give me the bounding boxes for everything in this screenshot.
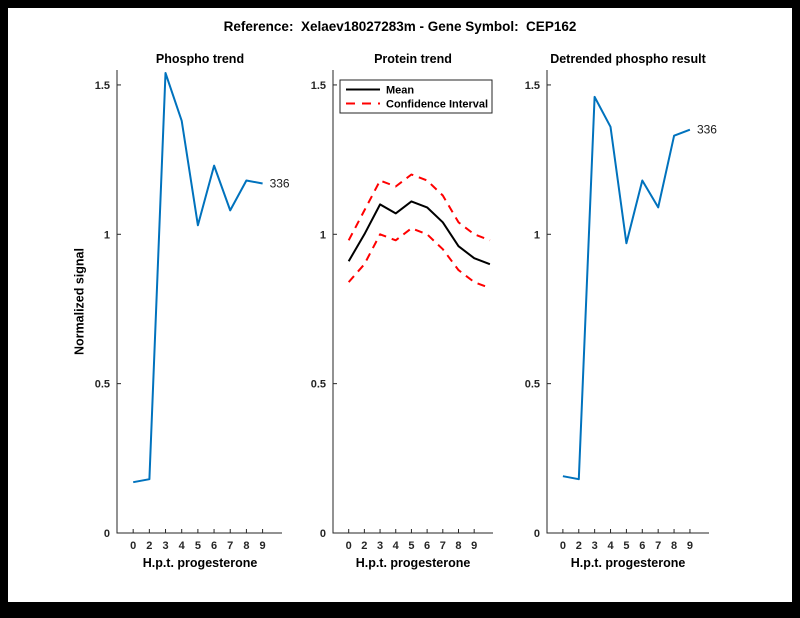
- legend-entry-label: Confidence Interval: [386, 99, 488, 111]
- subplot2-title: Protein trend: [374, 52, 452, 66]
- legend-entry-label: Mean: [386, 85, 414, 97]
- x-tick-label: 6: [639, 540, 645, 552]
- y-tick-label: 1: [104, 229, 110, 241]
- figure-area: Reference: Xelaev18027283m - Gene Symbol…: [8, 8, 792, 602]
- subplot2-xlabel: H.p.t. progesterone: [355, 556, 471, 570]
- x-tick-label: 7: [227, 540, 233, 552]
- subplot3-title: Detrended phospho result: [550, 52, 706, 66]
- y-tick-label: 0.5: [525, 379, 540, 391]
- y-tick-label: 1: [534, 229, 540, 241]
- x-tick-label: 0: [346, 540, 352, 552]
- x-tick-label: 0: [560, 540, 566, 552]
- y-tick-label: 0.5: [311, 379, 326, 391]
- y-tick-label: 1: [320, 229, 326, 241]
- x-tick-label: 6: [424, 540, 430, 552]
- y-tick-label: 1.5: [311, 80, 326, 92]
- x-tick-label: 2: [146, 540, 152, 552]
- confidence-interval-upper-line: [347, 173, 491, 242]
- y-tick-label: 1.5: [525, 80, 540, 92]
- x-tick-label: 0: [130, 540, 136, 552]
- subplot3-xlabel: H.p.t. progesterone: [570, 556, 686, 570]
- x-tick-label: 5: [623, 540, 629, 552]
- axes-lines: [546, 70, 709, 534]
- y-tick-label: 0: [320, 528, 326, 540]
- x-tick-label: 9: [260, 540, 266, 552]
- x-tick-label: 7: [440, 540, 446, 552]
- x-tick-label: 6: [211, 540, 217, 552]
- x-tick-label: 9: [687, 540, 693, 552]
- x-tick-label: 3: [592, 540, 598, 552]
- x-tick-label: 5: [195, 540, 201, 552]
- y-tick-label: 0: [534, 528, 540, 540]
- subplot1-xlabel: H.p.t. progesterone: [142, 556, 258, 570]
- x-tick-label: 4: [607, 540, 614, 552]
- x-tick-label: 4: [393, 540, 400, 552]
- x-tick-label: 5: [408, 540, 414, 552]
- x-tick-label: 3: [162, 540, 168, 552]
- x-tick-label: 2: [576, 540, 582, 552]
- phospho-signal-line: [133, 72, 263, 484]
- x-tick-label: 4: [179, 540, 186, 552]
- x-tick-label: 7: [655, 540, 661, 552]
- y-tick-label: 0: [104, 528, 110, 540]
- detrended-phospho-signal-line: [562, 95, 691, 481]
- legend: Mean Confidence Interval: [339, 79, 493, 114]
- subplot1-title: Phospho trend: [155, 52, 245, 66]
- confidence-interval-lower-line: [347, 227, 491, 290]
- series-end-annotation: 336: [697, 123, 717, 137]
- x-tick-label: 8: [243, 540, 249, 552]
- axes-lines: [332, 70, 493, 534]
- y-tick-label: 1.5: [95, 80, 110, 92]
- x-tick-label: 2: [361, 540, 367, 552]
- x-tick-label: 8: [671, 540, 677, 552]
- axes-lines: [116, 70, 282, 534]
- y-tick-label: 0.5: [95, 379, 110, 391]
- x-tick-label: 9: [471, 540, 477, 552]
- mean-line: [347, 200, 491, 266]
- legend-box: [339, 79, 493, 114]
- series-end-annotation: 336: [270, 177, 290, 191]
- x-tick-label: 8: [455, 540, 461, 552]
- figure-title: Reference: Xelaev18027283m - Gene Symbol…: [223, 19, 577, 34]
- x-tick-label: 3: [377, 540, 383, 552]
